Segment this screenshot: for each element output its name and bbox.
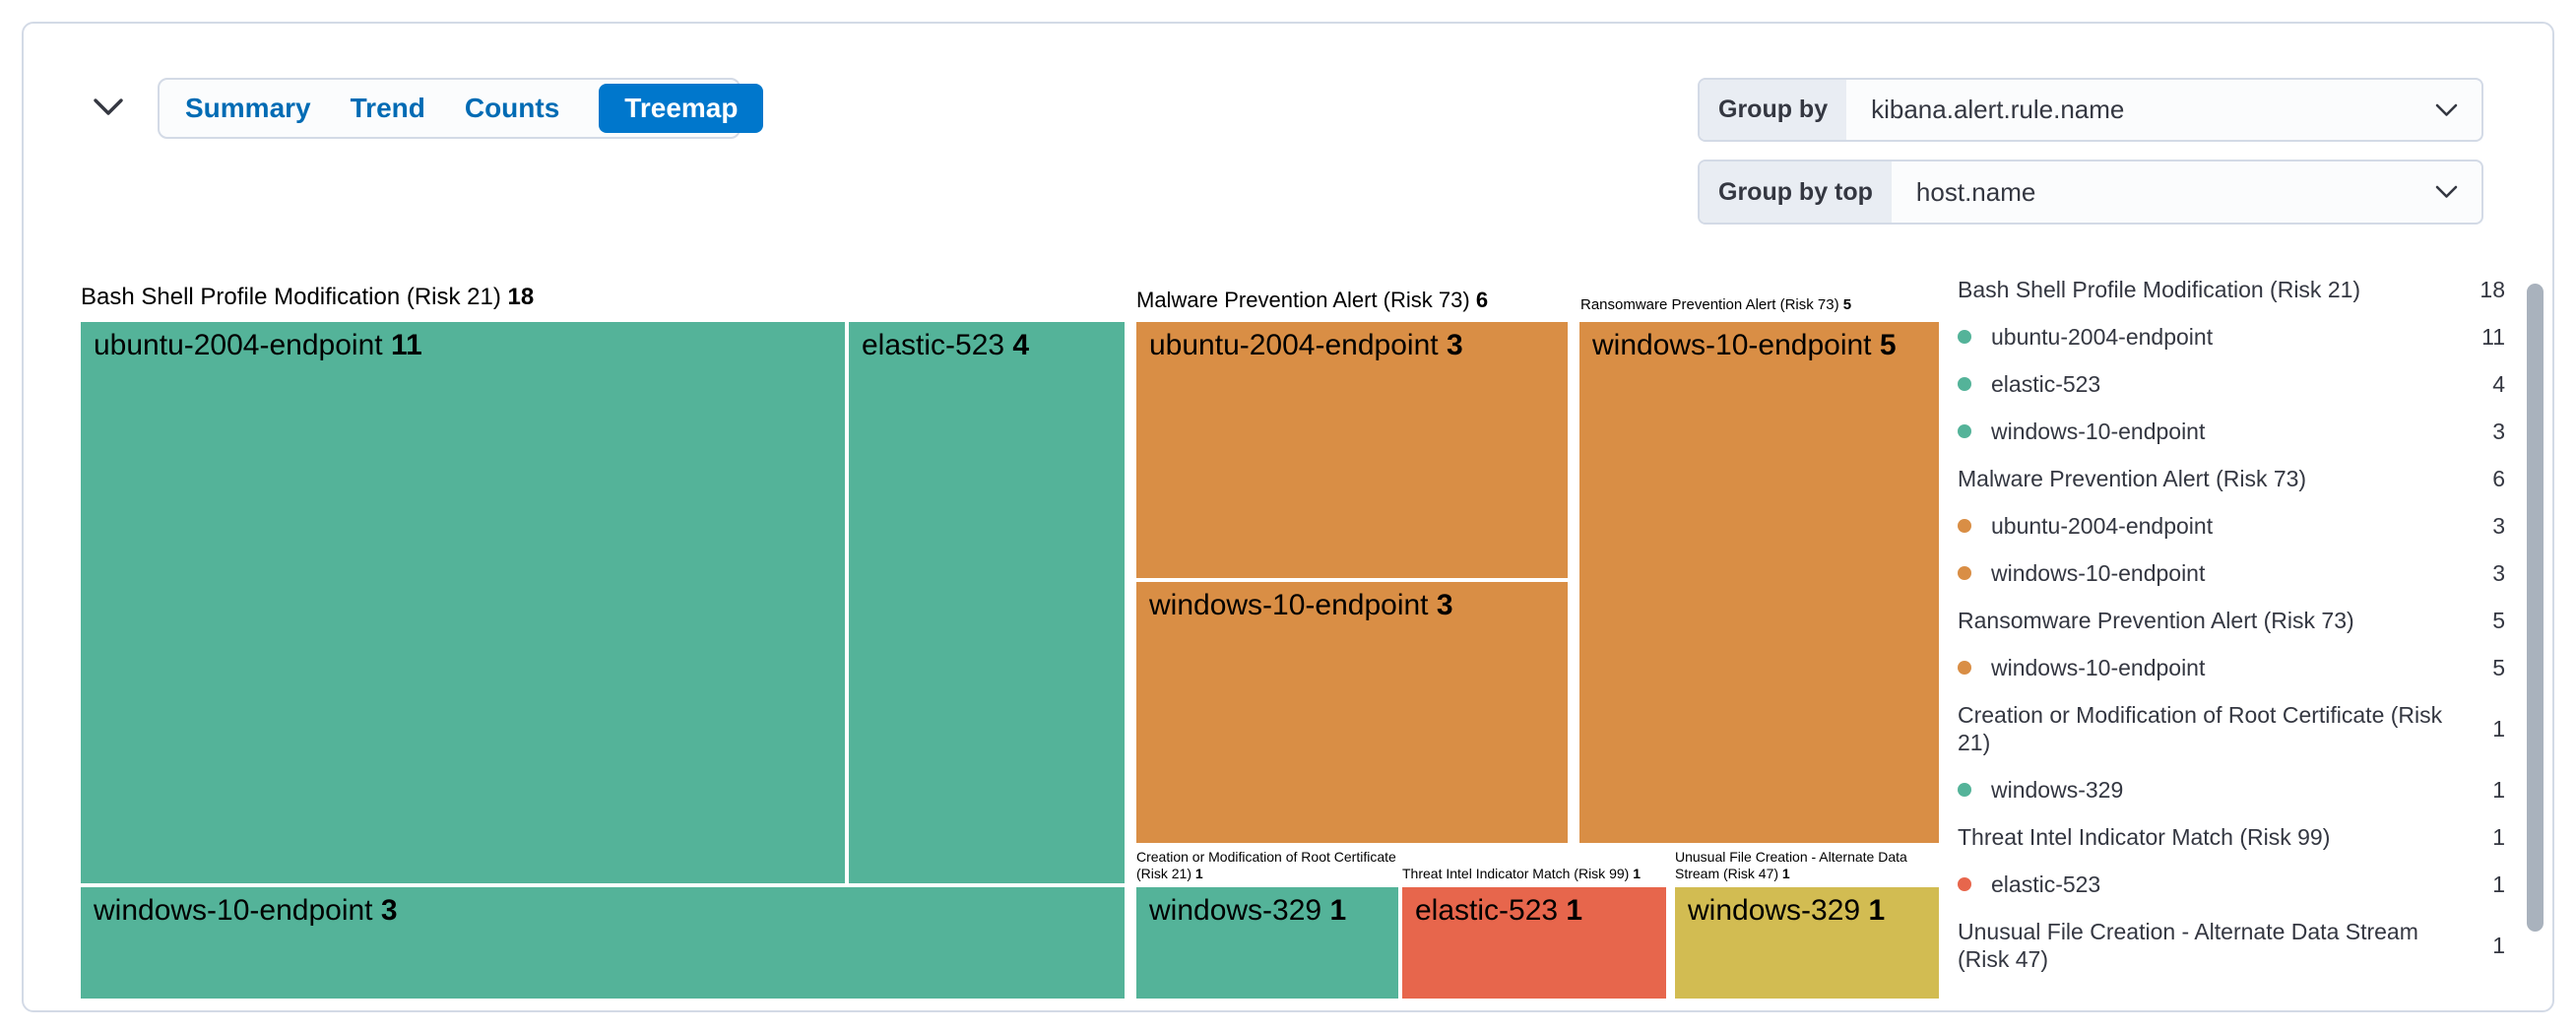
treemap-section-header: Ransomware Prevention Alert (Risk 73) 5 (1580, 296, 1851, 313)
treemap-cell[interactable]: windows-329 1 (1136, 887, 1398, 999)
legend-row-parent[interactable]: Bash Shell Profile Modification (Risk 21… (1958, 276, 2505, 303)
treemap-cell[interactable]: windows-10-endpoint 3 (81, 887, 1125, 999)
group-by-top-label: Group by top (1700, 161, 1892, 223)
legend-label: elastic-523 (1991, 871, 2100, 898)
group-by-top-value: host.name (1892, 161, 2435, 223)
legend-label: elastic-523 (1991, 370, 2100, 398)
legend-row-parent[interactable]: Threat Intel Indicator Match (Risk 99) 1 (1958, 823, 2505, 851)
legend-label: Malware Prevention Alert (Risk 73) (1958, 465, 2306, 492)
group-by-top-select[interactable]: Group by top host.name (1698, 160, 2483, 225)
legend-count: 18 (2479, 277, 2505, 303)
treemap-section-header: Threat Intel Indicator Match (Risk 99) 1 (1402, 866, 1683, 882)
legend-count: 1 (2492, 716, 2505, 742)
legend-row-child[interactable]: elastic-523 4 (1958, 370, 2505, 398)
treemap-cell[interactable]: elastic-523 1 (1402, 887, 1666, 999)
legend-label: ubuntu-2004-endpoint (1991, 512, 2213, 540)
legend-color-dot (1958, 661, 1971, 675)
chevron-down-icon (2435, 80, 2481, 140)
legend-label: windows-10-endpoint (1991, 418, 2205, 445)
legend-count: 1 (2492, 824, 2505, 851)
legend-row-child[interactable]: windows-329 1 (1958, 776, 2505, 804)
legend-count: 1 (2492, 871, 2505, 898)
legend-count: 5 (2492, 655, 2505, 681)
legend-row-child[interactable]: windows-10-endpoint 5 (1958, 654, 2505, 681)
legend-scrollbar-thumb[interactable] (2527, 284, 2544, 932)
legend-color-dot (1958, 519, 1971, 533)
treemap-cell[interactable]: elastic-523 4 (849, 322, 1125, 883)
treemap-cell[interactable]: ubuntu-2004-endpoint 3 (1136, 322, 1568, 578)
legend-color-dot (1958, 330, 1971, 344)
legend-count: 3 (2492, 513, 2505, 540)
legend-label: Unusual File Creation - Alternate Data S… (1958, 918, 2458, 973)
treemap-section-header: Unusual File Creation - Alternate Data S… (1675, 849, 1956, 882)
legend-row-child[interactable]: ubuntu-2004-endpoint 11 (1958, 323, 2505, 351)
legend-label: windows-10-endpoint (1991, 559, 2205, 587)
legend-count: 3 (2492, 419, 2505, 445)
chevron-down-icon (2435, 161, 2481, 223)
legend-label: Bash Shell Profile Modification (Risk 21… (1958, 276, 2360, 303)
legend-row-parent[interactable]: Unusual File Creation - Alternate Data S… (1958, 918, 2505, 973)
treemap-section-header: Creation or Modification of Root Certifi… (1136, 849, 1417, 882)
legend-row-child[interactable]: windows-10-endpoint 3 (1958, 559, 2505, 587)
treemap-section-header: Bash Shell Profile Modification (Risk 21… (81, 284, 534, 311)
treemap-cell[interactable]: ubuntu-2004-endpoint 11 (81, 322, 845, 883)
legend-label: windows-329 (1991, 776, 2123, 804)
legend-row-child[interactable]: ubuntu-2004-endpoint 3 (1958, 512, 2505, 540)
legend-row-child[interactable]: elastic-523 1 (1958, 871, 2505, 898)
tab-summary[interactable]: Summary (185, 93, 311, 124)
legend-color-dot (1958, 424, 1971, 438)
legend-label: ubuntu-2004-endpoint (1991, 323, 2213, 351)
treemap-cell[interactable]: windows-329 1 (1675, 887, 1939, 999)
legend-row-child[interactable]: windows-10-endpoint 3 (1958, 418, 2505, 445)
treemap-cell[interactable]: windows-10-endpoint 5 (1579, 322, 1939, 843)
legend-count: 11 (2481, 324, 2505, 351)
legend-count: 3 (2492, 560, 2505, 587)
legend-label: windows-10-endpoint (1991, 654, 2205, 681)
legend-color-dot (1958, 377, 1971, 391)
legend-color-dot (1958, 783, 1971, 797)
legend-count: 5 (2492, 608, 2505, 634)
legend-label: Creation or Modification of Root Certifi… (1958, 701, 2458, 756)
legend-color-dot (1958, 877, 1971, 891)
legend-row-parent[interactable]: Ransomware Prevention Alert (Risk 73) 5 (1958, 607, 2505, 634)
legend-count: 1 (2492, 933, 2505, 959)
collapse-section-button[interactable] (87, 91, 130, 126)
treemap-legend: Bash Shell Profile Modification (Risk 21… (1958, 276, 2505, 973)
legend-count: 1 (2492, 777, 2505, 804)
legend-color-dot (1958, 566, 1971, 580)
tab-trend[interactable]: Trend (351, 93, 425, 124)
alerts-panel: Summary Trend Counts Treemap Group by ki… (22, 22, 2554, 1012)
treemap-section-header: Malware Prevention Alert (Risk 73) 6 (1136, 288, 1488, 313)
group-by-label: Group by (1700, 80, 1846, 140)
legend-count: 4 (2492, 371, 2505, 398)
legend-row-parent[interactable]: Creation or Modification of Root Certifi… (1958, 701, 2505, 756)
legend-label: Ransomware Prevention Alert (Risk 73) (1958, 607, 2354, 634)
legend-count: 6 (2492, 466, 2505, 492)
legend-row-parent[interactable]: Malware Prevention Alert (Risk 73) 6 (1958, 465, 2505, 492)
legend-label: Threat Intel Indicator Match (Risk 99) (1958, 823, 2330, 851)
tab-treemap[interactable]: Treemap (599, 84, 763, 133)
tab-counts[interactable]: Counts (465, 93, 559, 124)
treemap-cell[interactable]: windows-10-endpoint 3 (1136, 582, 1568, 843)
group-by-value: kibana.alert.rule.name (1846, 80, 2435, 140)
group-by-select[interactable]: Group by kibana.alert.rule.name (1698, 78, 2483, 142)
chevron-down-icon (93, 97, 124, 119)
view-tabgroup: Summary Trend Counts Treemap (158, 78, 741, 139)
